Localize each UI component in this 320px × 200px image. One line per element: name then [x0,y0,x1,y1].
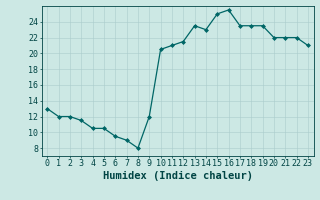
X-axis label: Humidex (Indice chaleur): Humidex (Indice chaleur) [103,171,252,181]
